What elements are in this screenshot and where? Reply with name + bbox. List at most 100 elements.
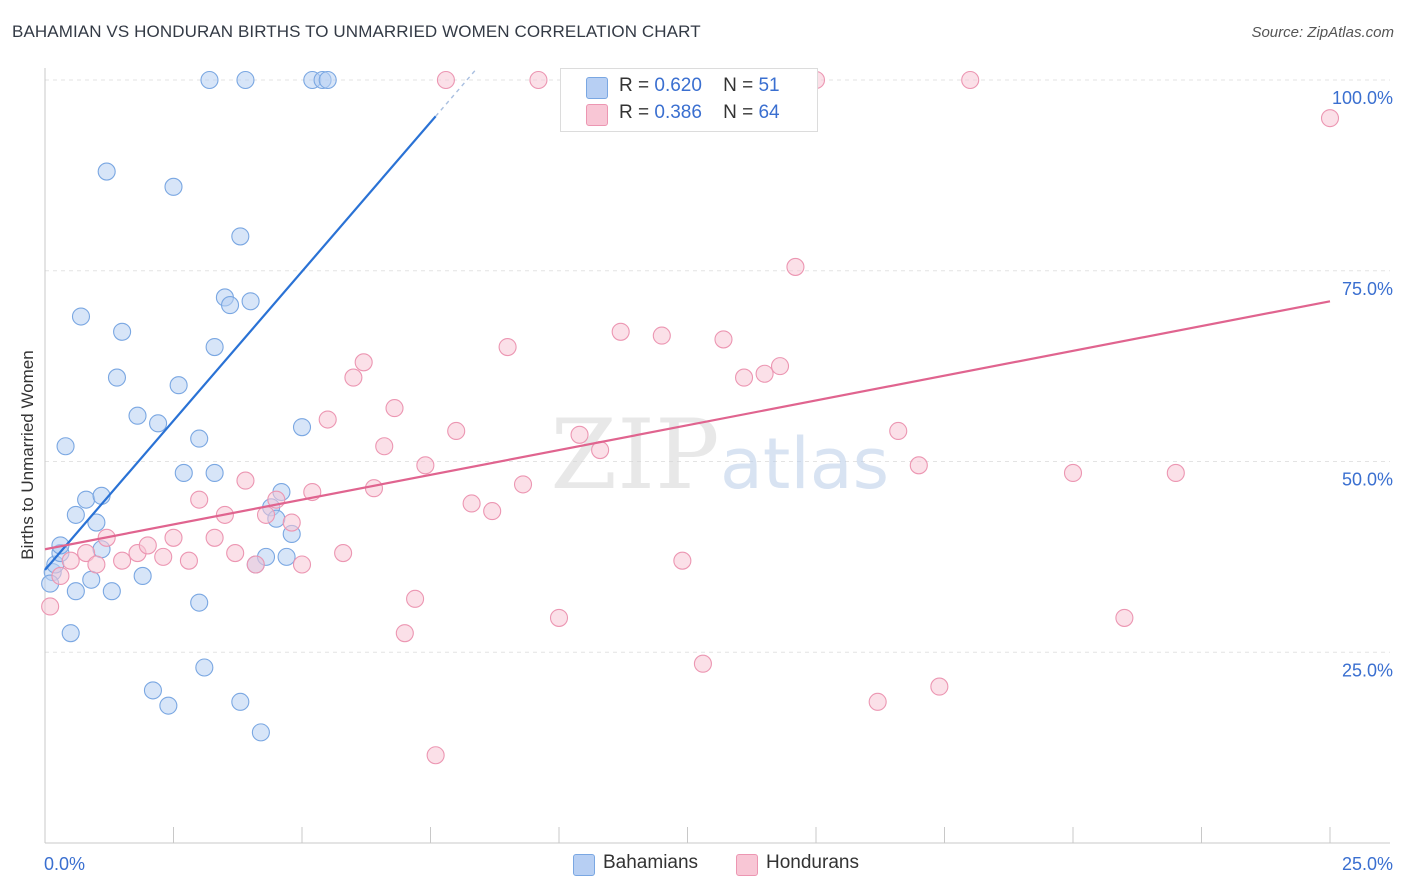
bahamian-point [107,368,127,387]
honduran-point [889,421,908,441]
bahamian-point [241,292,260,311]
honduran-point [406,589,425,608]
honduran-point [529,70,548,90]
honduran-point [334,544,353,563]
n-value: 64 [758,102,780,123]
honduran-point [447,421,466,441]
honduran-point [344,368,363,387]
honduran-point [734,368,754,387]
honduran-point [1115,608,1134,627]
bahamian-point [66,505,85,524]
bahamian-point [318,70,337,90]
hondurans-swatch [586,104,608,126]
bahamian-point [61,624,80,643]
y-tick-label: 25.0% [1342,660,1393,680]
honduran-point [282,513,301,532]
honduran-point [364,479,384,498]
honduran-point [113,551,132,570]
chart-title: BAHAMIAN VS HONDURAN BIRTHS TO UNMARRIED… [12,22,701,41]
bahamian-point [77,490,96,509]
honduran-point [436,70,455,90]
honduran-point [961,70,980,90]
hondurans-trend-line [44,300,1331,551]
honduran-point [179,551,198,570]
honduran-point [755,364,774,383]
bahamian-point [133,566,152,586]
x-tick-label: 0.0% [44,854,85,874]
bahamian-point [113,322,132,341]
honduran-point [375,437,394,456]
honduran-point [41,597,60,616]
honduran-point [714,330,733,349]
bahamian-point [205,463,224,482]
n-label: N = [723,102,754,123]
r-label: R = [619,75,650,96]
honduran-point [770,357,790,376]
bahamians-trend-line [44,115,437,571]
bahamian-point [56,437,75,456]
r-label: R = [619,102,650,123]
honduran-point [462,494,481,513]
watermark-atlas: atlas [720,423,889,505]
honduran-point [395,624,414,643]
bahamians-swatch [586,77,608,99]
n-label: N = [723,75,754,96]
axes [44,68,1390,844]
honduran-point [652,326,671,345]
n-value: 51 [758,75,780,96]
tick-labels: 25.0% 50.0% 75.0% 100.0% 0.0% 25.0% [44,88,1393,874]
honduran-point [930,677,949,696]
bahamian-point [236,70,255,90]
honduran-point [51,566,70,586]
bahamian-point [277,547,296,566]
honduran-point [693,654,712,673]
y-tick-label: 75.0% [1342,279,1393,299]
honduran-point [570,425,589,444]
trend-lines [44,68,1331,571]
honduran-point [256,505,276,524]
honduran-point [416,456,435,475]
legend-label: Hondurans [766,852,859,873]
honduran-point [1320,109,1340,128]
bahamian-point [82,570,101,589]
honduran-point [385,399,404,418]
legend-label: Bahamians [603,852,699,873]
honduran-point [426,746,445,765]
x-tick-label: 25.0% [1342,854,1393,874]
honduran-point [549,608,569,627]
source-label: Source: ZipAtlas.com [1251,24,1394,41]
honduran-point [246,555,265,574]
honduran-point [1063,463,1083,482]
hondurans-legend-swatch [736,854,758,876]
bahamian-point [190,429,209,448]
bahamian-point [71,307,91,326]
honduran-point [164,528,183,547]
r-value: 0.620 [654,75,702,96]
honduran-point [483,502,502,521]
correlation-legend: R = 0.620 N = 51 R = 0.386 N = 64 [560,68,818,132]
honduran-point [154,547,173,566]
honduran-point [868,692,887,711]
bahamian-point [190,593,209,612]
honduran-point [77,544,96,563]
bahamian-point [87,513,106,532]
honduran-point [61,551,80,570]
bahamian-point [164,177,183,196]
honduran-point [673,551,692,570]
bahamian-point [169,376,188,395]
bahamian-point [174,463,193,482]
bahamians-legend-swatch [573,854,595,876]
bahamian-point [231,692,250,711]
honduran-point [909,456,928,475]
y-tick-label: 100.0% [1332,88,1393,108]
r-value: 0.386 [654,102,702,123]
bahamian-point [66,582,85,601]
honduran-point [87,555,106,574]
bahamian-point [231,227,250,246]
honduran-point [786,257,805,276]
bahamian-point [251,723,270,742]
honduran-point [498,337,517,357]
grid-lines [45,79,1390,653]
honduran-point [205,528,224,547]
